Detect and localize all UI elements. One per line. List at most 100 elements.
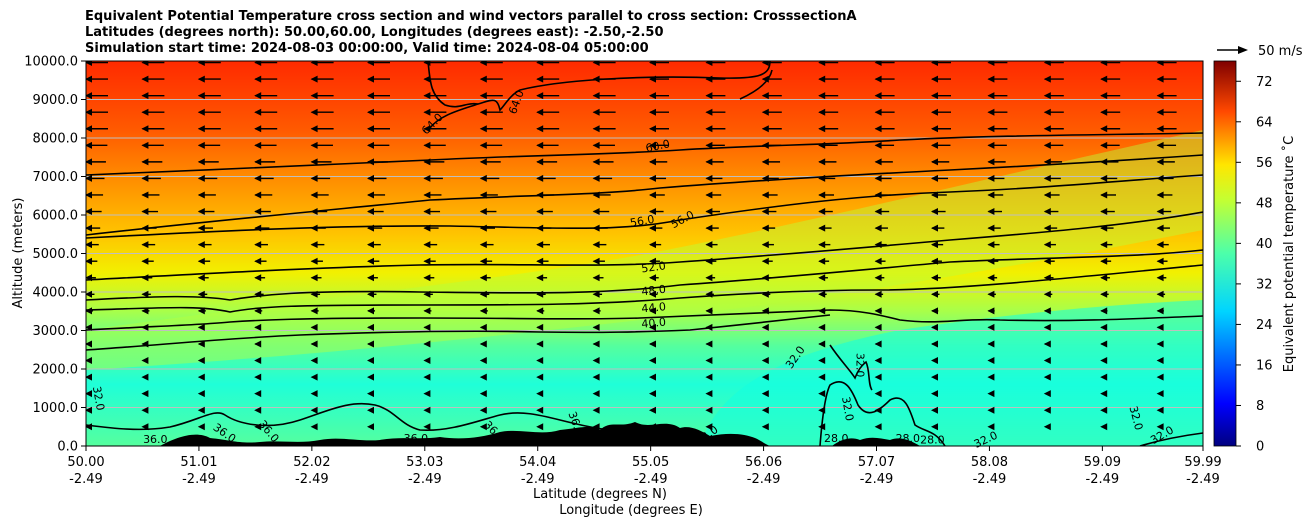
wind-vector [310, 125, 334, 133]
wind-vector [197, 224, 213, 232]
x-tick-label-lat: 56.06 [745, 455, 782, 470]
wind-vector [987, 257, 999, 265]
wind-vector [931, 323, 938, 331]
wind-vector [536, 357, 544, 365]
wind-vector [536, 158, 558, 166]
wind-vector [874, 208, 890, 216]
wind-vector [254, 274, 266, 282]
wind-vector [86, 61, 108, 67]
wind-vector [705, 290, 714, 298]
wind-vector [310, 406, 318, 414]
wind-vector [310, 357, 318, 365]
wind-vector [479, 340, 487, 348]
wind-vector [423, 390, 431, 398]
wind-vector [874, 75, 895, 83]
chart-title-line3: Simulation start time: 2024-08-03 00:00:… [85, 41, 649, 56]
wind-vector [649, 290, 658, 298]
contour-label: 28.0 [920, 433, 945, 446]
wind-vector [649, 323, 656, 331]
wind-vector [705, 373, 713, 381]
wind-vector [649, 61, 669, 67]
x-tick-label-lat: 53.03 [406, 455, 443, 470]
wind-vector [536, 125, 560, 133]
wind-vector [761, 191, 778, 199]
x-tick-label-lat: 57.07 [858, 455, 895, 470]
wind-vector [536, 75, 560, 83]
x-tick-label-lon: -2.49 [973, 472, 1007, 487]
wind-vector [479, 141, 503, 149]
wind-vector [254, 290, 264, 298]
contour-label: 36.0 [143, 433, 168, 446]
wind-vector [931, 108, 951, 116]
wind-vector [592, 141, 615, 149]
wind-vector [86, 224, 101, 232]
wind-vector [931, 274, 941, 282]
contour-44 [86, 264, 1203, 313]
wind-vector [310, 274, 322, 282]
y-tick-label: 4000.0 [33, 286, 79, 301]
wind-vector [423, 406, 431, 414]
wind-vector [479, 274, 491, 282]
wind-vector [987, 274, 998, 282]
wind-vector [536, 307, 545, 315]
wind-vector [649, 307, 657, 315]
wind-vector [367, 92, 390, 100]
colorbar-tick-label: 32 [1256, 277, 1273, 292]
wind-vector [310, 158, 332, 166]
wind-vector [310, 208, 328, 216]
contour-label: 52.0 [640, 259, 666, 275]
wind-vector [987, 340, 995, 348]
wind-vector [367, 224, 383, 232]
wind-vector [1156, 158, 1175, 166]
wind-vector [649, 75, 669, 83]
wind-vector [367, 290, 377, 298]
wind-vector [141, 241, 156, 249]
wind-vector [761, 158, 781, 166]
wind-vector [479, 307, 488, 315]
wind-vector [86, 92, 108, 100]
wind-vector [423, 423, 431, 431]
x-tick-label-lon: -2.49 [295, 472, 329, 487]
wind-vector [761, 406, 769, 414]
wind-vector [1043, 141, 1064, 149]
wind-vector [367, 75, 390, 83]
wind-vector [536, 224, 552, 232]
wind-vector [1100, 290, 1109, 298]
wind-vector [874, 323, 882, 331]
wind-vector [592, 290, 603, 298]
wind-vector [254, 75, 278, 83]
wind-vector [1100, 141, 1120, 149]
wind-vector [1156, 357, 1164, 365]
wind-vector [761, 274, 772, 282]
wind-vector [141, 141, 164, 149]
wind-vector [141, 158, 163, 166]
wind-vector [592, 340, 600, 348]
wind-vector [254, 406, 262, 414]
wind-vector [592, 75, 616, 83]
wind-vector [1043, 274, 1054, 282]
wind-vector [86, 241, 99, 249]
wind-vector [479, 323, 487, 331]
wind-vector [705, 423, 713, 431]
x-tick-label-lat: 51.01 [180, 455, 217, 470]
wind-vector [141, 274, 153, 282]
wind-vector [536, 257, 549, 265]
wind-vector [874, 191, 891, 199]
wind-vector [536, 406, 544, 414]
x-axis-label-lat: Latitude (degrees N) [533, 487, 667, 502]
wind-vector [254, 307, 263, 315]
wind-vector [423, 141, 446, 149]
x-tick-label-lon: -2.49 [634, 472, 668, 487]
wind-vector [592, 274, 604, 282]
wind-vector [197, 323, 205, 331]
colorbar-tick-label: 16 [1256, 358, 1273, 373]
wind-vector [705, 357, 713, 365]
wind-vector [592, 158, 614, 166]
wind-vector [423, 241, 438, 249]
wind-vector [874, 373, 882, 381]
x-tick-label-lon: -2.49 [182, 472, 216, 487]
wind-vector [592, 61, 616, 67]
wind-vector [592, 373, 600, 381]
wind-vector [254, 224, 270, 232]
wind-vector [254, 141, 277, 149]
